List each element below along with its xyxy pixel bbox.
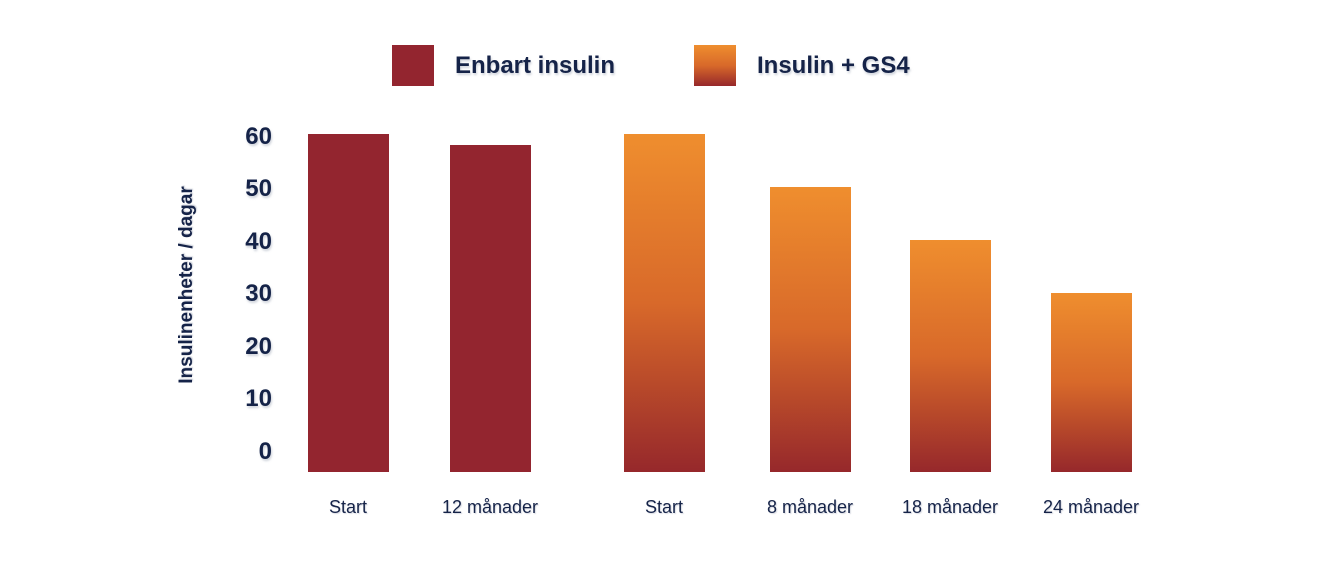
x-category-label: 12 månader xyxy=(441,497,539,517)
y-tick-label: 40 xyxy=(245,227,272,255)
y-tick-label: 0 xyxy=(258,437,272,465)
y-tick-label: 10 xyxy=(245,385,272,413)
legend-swatch-icon xyxy=(694,45,736,86)
legend-label: Enbart insulin xyxy=(455,51,616,79)
legend-item: Enbart insulin xyxy=(392,45,615,86)
legend-swatch-icon xyxy=(392,45,434,86)
x-category-label: 8 månader xyxy=(766,497,854,517)
bar xyxy=(1050,293,1132,472)
y-tick-label: 20 xyxy=(245,332,272,360)
y-tick-label: 30 xyxy=(245,280,272,308)
y-tick-label: 60 xyxy=(245,122,272,150)
x-category-label: Start xyxy=(328,497,368,517)
bar xyxy=(769,187,851,472)
legend-label: Insulin + GS4 xyxy=(757,51,910,79)
x-category-label: 18 månader xyxy=(901,497,999,517)
bar xyxy=(623,134,705,472)
bar xyxy=(449,145,531,472)
x-category-label: Start xyxy=(644,497,684,517)
bar xyxy=(307,134,389,472)
legend-item: Insulin + GS4 xyxy=(694,45,910,86)
y-tick-label: 50 xyxy=(245,175,272,203)
x-category-label: 24 månader xyxy=(1042,497,1140,517)
bar xyxy=(909,240,991,472)
